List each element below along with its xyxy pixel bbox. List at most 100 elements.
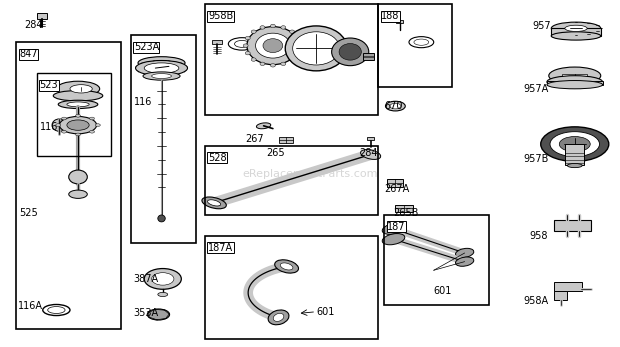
Ellipse shape [296,36,301,40]
Ellipse shape [246,51,250,55]
Ellipse shape [152,74,172,78]
Ellipse shape [58,100,98,109]
Ellipse shape [208,200,221,206]
Ellipse shape [56,124,61,127]
Ellipse shape [409,37,434,48]
Ellipse shape [270,24,275,28]
Text: eReplacementParts.com: eReplacementParts.com [242,169,378,178]
Ellipse shape [144,63,179,73]
Bar [562,74,587,78]
Bar [37,14,47,19]
Text: 187A: 187A [208,243,233,253]
Ellipse shape [382,223,405,235]
Ellipse shape [89,130,94,133]
Text: 267A: 267A [384,184,409,194]
Text: 187: 187 [388,222,406,232]
Text: 267: 267 [245,134,264,144]
Ellipse shape [53,91,103,101]
Bar [551,28,601,36]
Ellipse shape [285,26,347,71]
Text: 958: 958 [529,230,548,240]
Ellipse shape [67,120,89,130]
Text: 958A: 958A [523,296,549,306]
Text: 116A: 116A [18,302,43,311]
Ellipse shape [549,67,601,84]
Ellipse shape [60,117,97,134]
Ellipse shape [332,38,369,66]
Text: 670: 670 [384,101,403,111]
Ellipse shape [243,44,248,47]
Text: 528: 528 [208,153,226,163]
Text: 957: 957 [533,22,551,32]
Ellipse shape [251,30,256,33]
Text: 284: 284 [360,147,378,158]
Ellipse shape [89,117,94,120]
Ellipse shape [69,190,87,198]
Text: 188: 188 [381,11,399,21]
Ellipse shape [260,62,265,66]
Ellipse shape [270,64,275,67]
Ellipse shape [260,26,265,29]
Ellipse shape [414,39,429,45]
Ellipse shape [247,27,299,65]
Bar [554,220,591,230]
Ellipse shape [69,170,87,184]
Text: 957B: 957B [523,154,549,164]
Ellipse shape [456,257,474,266]
Ellipse shape [148,309,170,320]
Ellipse shape [551,32,601,40]
Ellipse shape [202,197,226,209]
Bar [396,205,413,212]
Ellipse shape [263,39,283,52]
Ellipse shape [296,51,301,55]
Ellipse shape [273,313,284,321]
Bar [363,52,374,60]
Bar [212,40,222,44]
Ellipse shape [541,127,609,161]
Ellipse shape [136,60,187,76]
Ellipse shape [158,215,166,222]
Bar [384,215,489,305]
Ellipse shape [152,273,174,285]
Bar [37,73,111,156]
Ellipse shape [551,22,601,35]
Ellipse shape [550,132,600,156]
Ellipse shape [67,102,89,107]
Bar [131,35,195,243]
Bar [378,4,452,87]
Text: 284: 284 [24,20,43,30]
Ellipse shape [275,260,298,273]
Text: 601: 601 [434,286,452,296]
Bar [565,144,584,165]
Ellipse shape [567,163,582,168]
Text: 957A: 957A [523,84,549,94]
Ellipse shape [298,44,303,47]
Ellipse shape [144,269,181,289]
Ellipse shape [95,124,100,127]
Ellipse shape [255,33,290,58]
Ellipse shape [290,30,294,33]
Ellipse shape [293,32,340,65]
Text: 353A: 353A [134,308,159,318]
Text: 387A: 387A [134,274,159,284]
Ellipse shape [70,85,92,93]
Ellipse shape [281,62,286,66]
Ellipse shape [76,115,81,117]
Ellipse shape [559,136,590,152]
Bar [554,282,582,291]
Ellipse shape [268,310,289,325]
Text: 525: 525 [19,208,38,218]
Bar [554,291,567,300]
Bar [205,146,378,215]
Ellipse shape [547,76,603,88]
Ellipse shape [143,72,180,80]
Ellipse shape [382,234,405,245]
Bar [279,137,293,143]
Ellipse shape [290,58,294,61]
Ellipse shape [246,36,250,40]
Bar [396,20,404,23]
Bar [388,179,403,187]
Text: 116: 116 [40,122,58,132]
Ellipse shape [257,123,271,129]
Text: 601: 601 [316,306,335,316]
